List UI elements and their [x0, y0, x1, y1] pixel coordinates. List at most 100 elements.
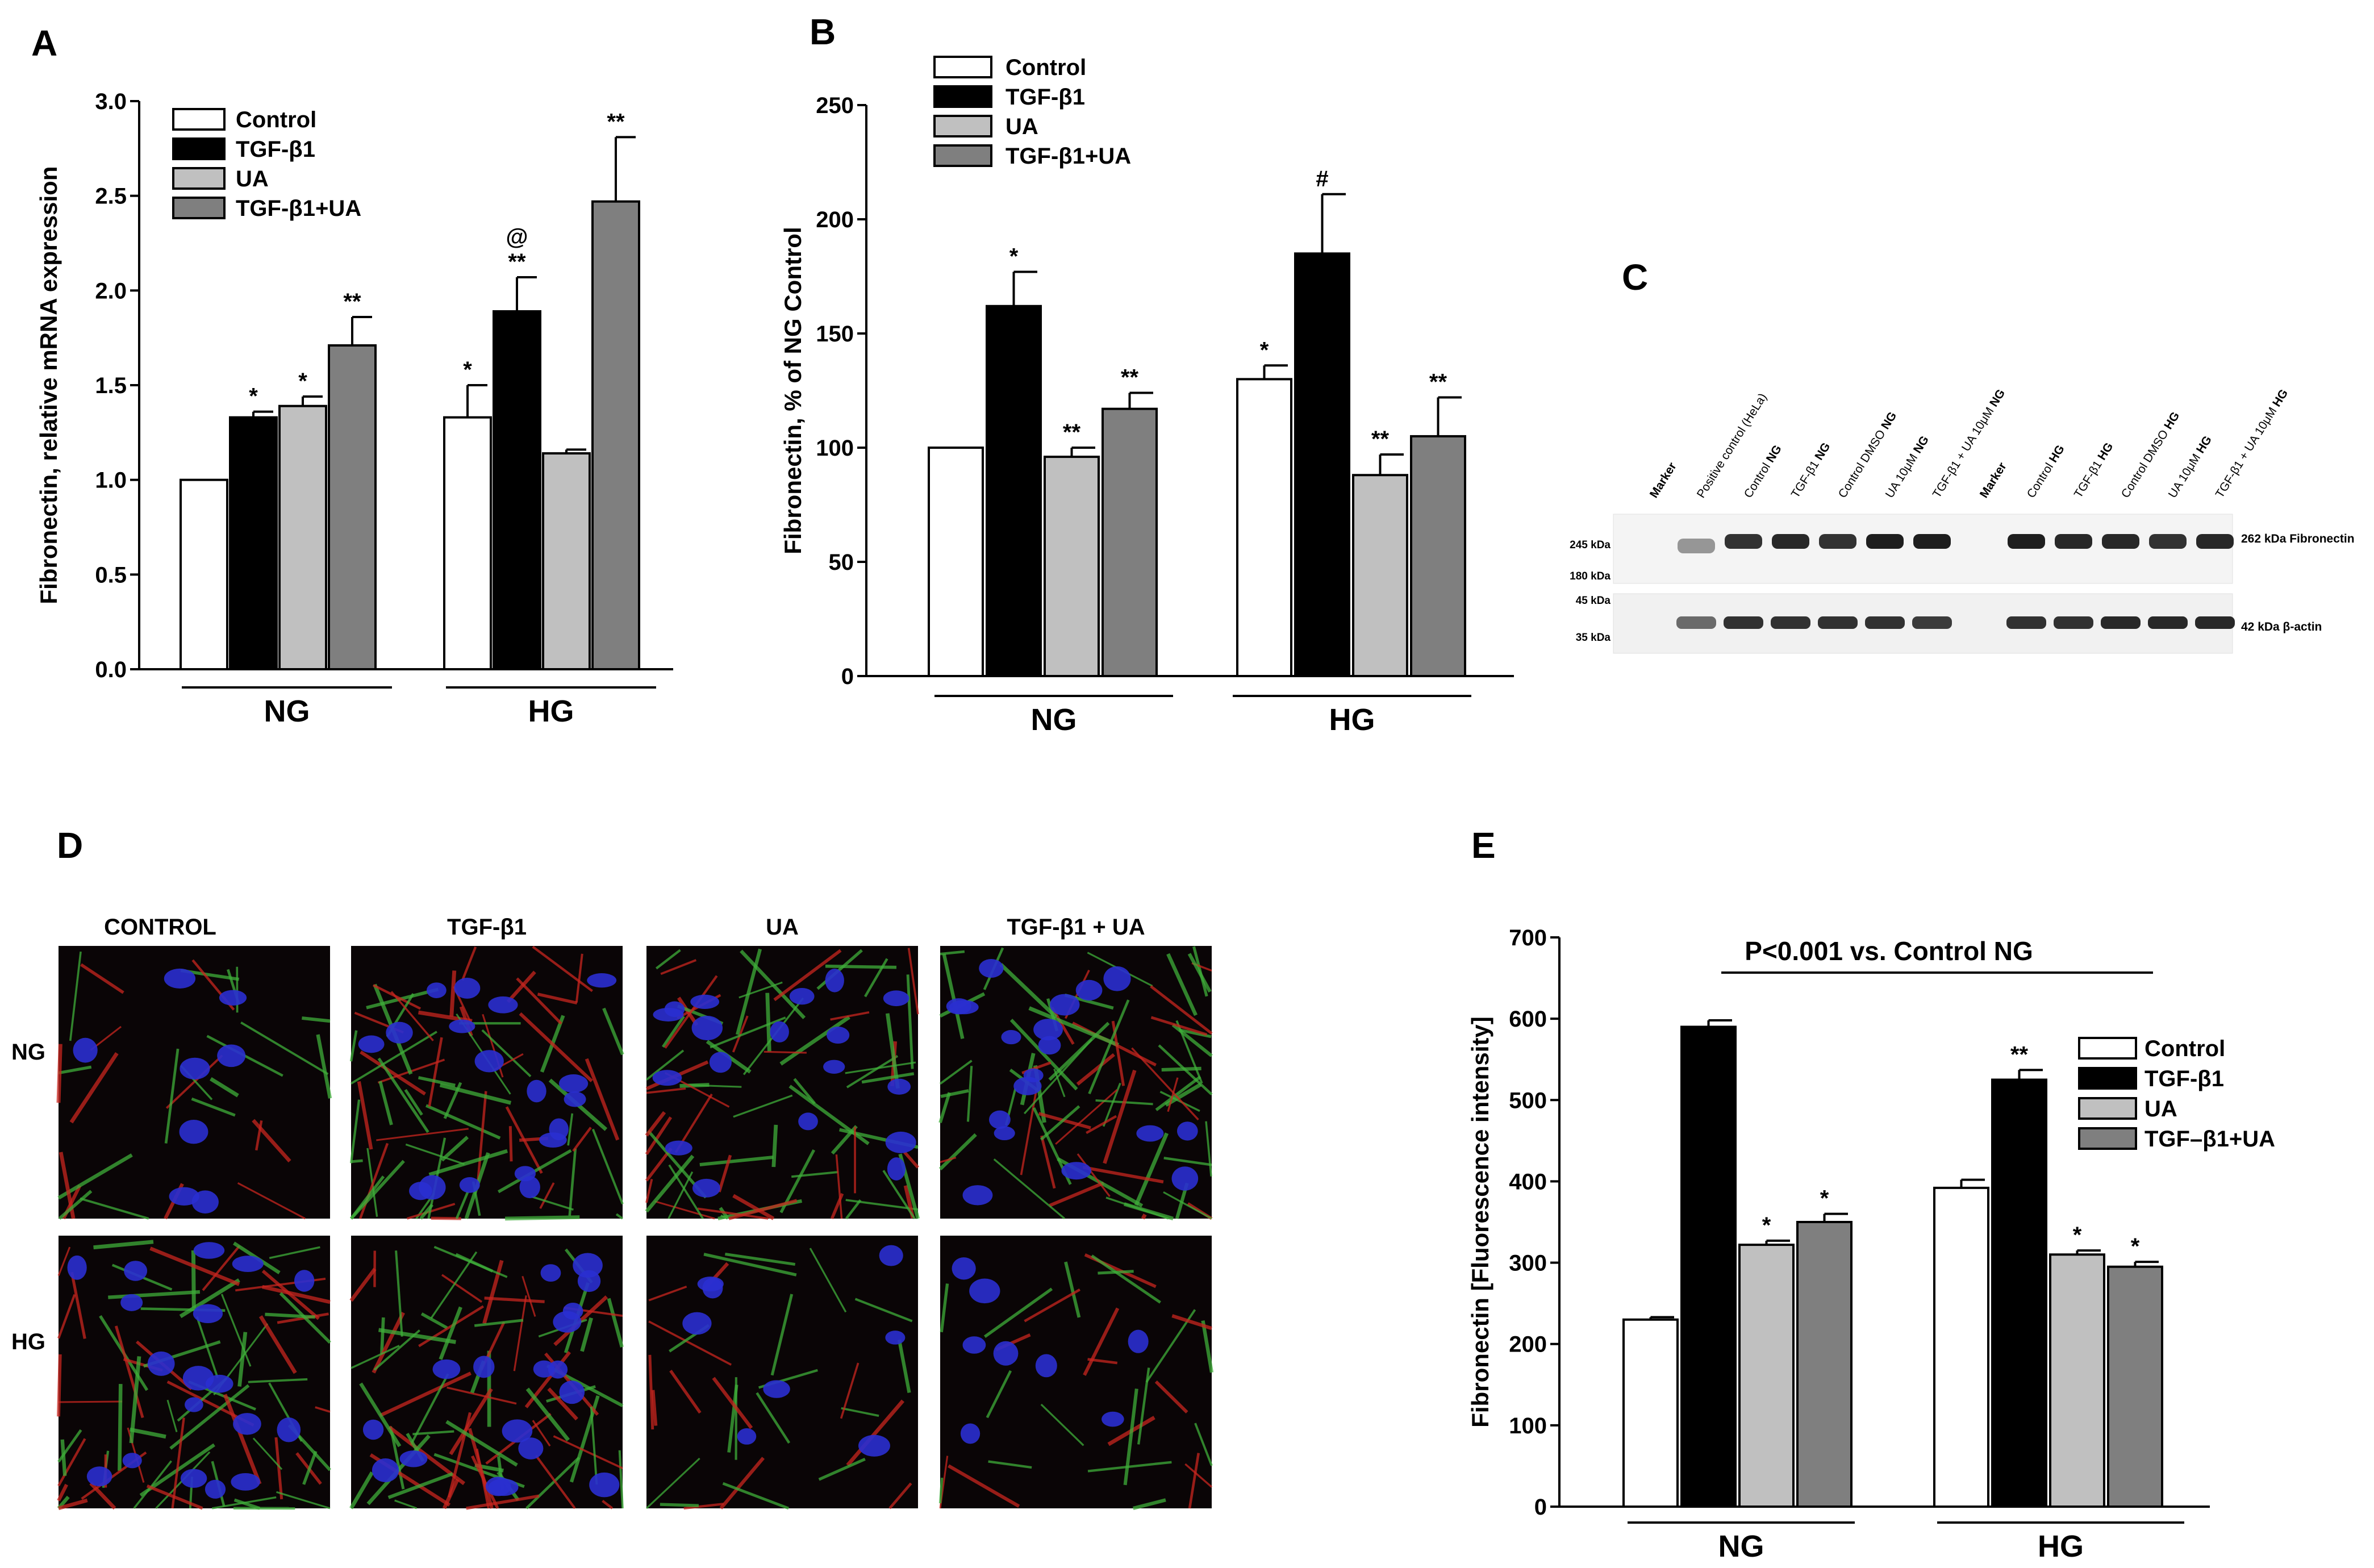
micrograph-fiber [129, 1356, 141, 1444]
micrograph-nucleus [692, 1178, 720, 1198]
micrograph-nucleus [885, 1331, 906, 1345]
micrograph-nucleus [485, 1477, 511, 1496]
micrograph-fiber [237, 1332, 248, 1387]
fibronectin-band [2008, 534, 2045, 549]
micrograph-nucleus [883, 990, 909, 1007]
micrograph-fiber [1187, 953, 1212, 993]
micrograph-fiber [1171, 1314, 1212, 1331]
micrograph-nucleus [827, 1026, 850, 1044]
micrograph-fiber [439, 1306, 462, 1360]
micrograph-nucleus [1103, 966, 1131, 991]
micrograph-nucleus [979, 958, 1004, 978]
micrograph-nucleus [887, 1078, 911, 1095]
micrograph-nucleus [798, 1112, 818, 1131]
micrograph-nucleus [1075, 979, 1103, 1001]
micrograph-fiber [195, 1316, 219, 1378]
micrograph-fiber [1086, 1115, 1117, 1135]
micrograph-background [646, 1236, 918, 1508]
micrograph-fiber [728, 1199, 798, 1220]
legend-entry: Control [2144, 1036, 2225, 1061]
micrograph-fiber [1077, 1153, 1111, 1197]
micrograph-fiber [447, 1386, 517, 1405]
group-label: NG [1031, 703, 1077, 737]
micrograph-fiber [519, 1012, 593, 1083]
micrograph-fiber [846, 1399, 905, 1467]
micrograph-nucleus [488, 996, 518, 1014]
significance-mark: # [1316, 166, 1328, 191]
micrograph-fiber [433, 1246, 508, 1278]
legend-entry: UA [2144, 1096, 2177, 1121]
fibronectin-band [1725, 534, 1762, 549]
chart-e: 0 100 200 300 400 500 600 700 Fibronectin [Fluor… [1467, 925, 2275, 1563]
bar-b [1352, 474, 1408, 677]
micrograph-nucleus [217, 1044, 246, 1067]
micrograph-fiber [508, 1126, 513, 1162]
micrograph-fiber [655, 949, 681, 970]
micrograph-fiber [441, 1274, 483, 1303]
micrograph-fiber [349, 1175, 385, 1220]
micrograph-fiber [351, 1031, 437, 1085]
micrograph-fiber [888, 1482, 912, 1509]
micrograph-nucleus [432, 1359, 461, 1379]
micrograph-nucleus [86, 1466, 112, 1487]
micrograph-fiber [1131, 1047, 1199, 1121]
micrograph-fiber [468, 1428, 494, 1509]
legend-swatch [2078, 1067, 2137, 1090]
micrograph-fiber [938, 1092, 952, 1124]
micrograph-fiber [114, 1325, 144, 1419]
micrograph-fiber [993, 1158, 1066, 1220]
micrograph-fiber [648, 1320, 732, 1366]
micrograph-fiber [1123, 1388, 1138, 1486]
micrograph-fiber [553, 1435, 623, 1470]
micrograph-fiber [645, 1154, 695, 1213]
significance-mark: * [2131, 1234, 2140, 1259]
micrograph-nucleus [185, 1397, 203, 1412]
y-tick-label: 1.0 [95, 468, 127, 493]
micrograph-fiber [818, 1457, 866, 1481]
y-tick-label: 0.0 [95, 657, 127, 682]
micrograph-fiber [1083, 1307, 1120, 1376]
micrograph-fiber [108, 1290, 201, 1299]
micrograph-fiber [358, 1142, 389, 1219]
micrograph-fiber [455, 1191, 469, 1219]
micrograph-fiber [169, 1384, 250, 1450]
micrograph-fiber [440, 1136, 469, 1162]
micrograph-fiber [265, 1312, 315, 1319]
y-axis-title: Fibronectin, relative mRNA expression [35, 166, 62, 604]
micrograph-fiber [722, 1482, 790, 1510]
micrograph-nucleus [386, 1021, 413, 1044]
micrograph-nucleus [559, 1381, 585, 1404]
legend-swatch [2078, 1097, 2137, 1120]
bar-e [1680, 1025, 1737, 1508]
micrograph-fiber [688, 1084, 742, 1088]
bar-a [180, 478, 228, 671]
micrograph-nucleus [1033, 1019, 1063, 1041]
micrograph-nucleus [564, 1091, 586, 1107]
micrograph-nucleus [419, 1175, 446, 1200]
micrograph-nucleus [823, 1060, 845, 1074]
micrograph-fiber [57, 1153, 133, 1200]
micrograph-fiber [770, 1294, 794, 1376]
significance-mark: * [1820, 1186, 1829, 1211]
micrograph-fiber [602, 1007, 624, 1056]
micrograph-nucleus [502, 1419, 533, 1443]
micrograph-fiber [667, 1171, 694, 1219]
mw-label: 245 kDa [1570, 539, 1611, 551]
micrograph-nucleus [233, 1413, 261, 1435]
micrograph-fiber [645, 1178, 653, 1203]
micrograph-fiber [394, 1499, 418, 1509]
micrograph-fiber [360, 1050, 426, 1096]
micrograph-fiber [274, 1437, 283, 1500]
micrograph-nucleus [232, 1256, 264, 1272]
micrograph-fiber [58, 1190, 93, 1220]
micrograph-nucleus [885, 1131, 916, 1153]
micrograph-fiber [539, 1182, 555, 1209]
micrograph-image [938, 946, 1213, 1221]
micrograph-fiber [376, 1128, 469, 1141]
micrograph-fiber [939, 1060, 973, 1085]
micrograph-nucleus [358, 1035, 385, 1053]
bar-e [1933, 1186, 1989, 1508]
micrograph-fiber [602, 1500, 614, 1509]
micrograph-nucleus [653, 1007, 684, 1021]
legend-swatch [172, 137, 226, 160]
